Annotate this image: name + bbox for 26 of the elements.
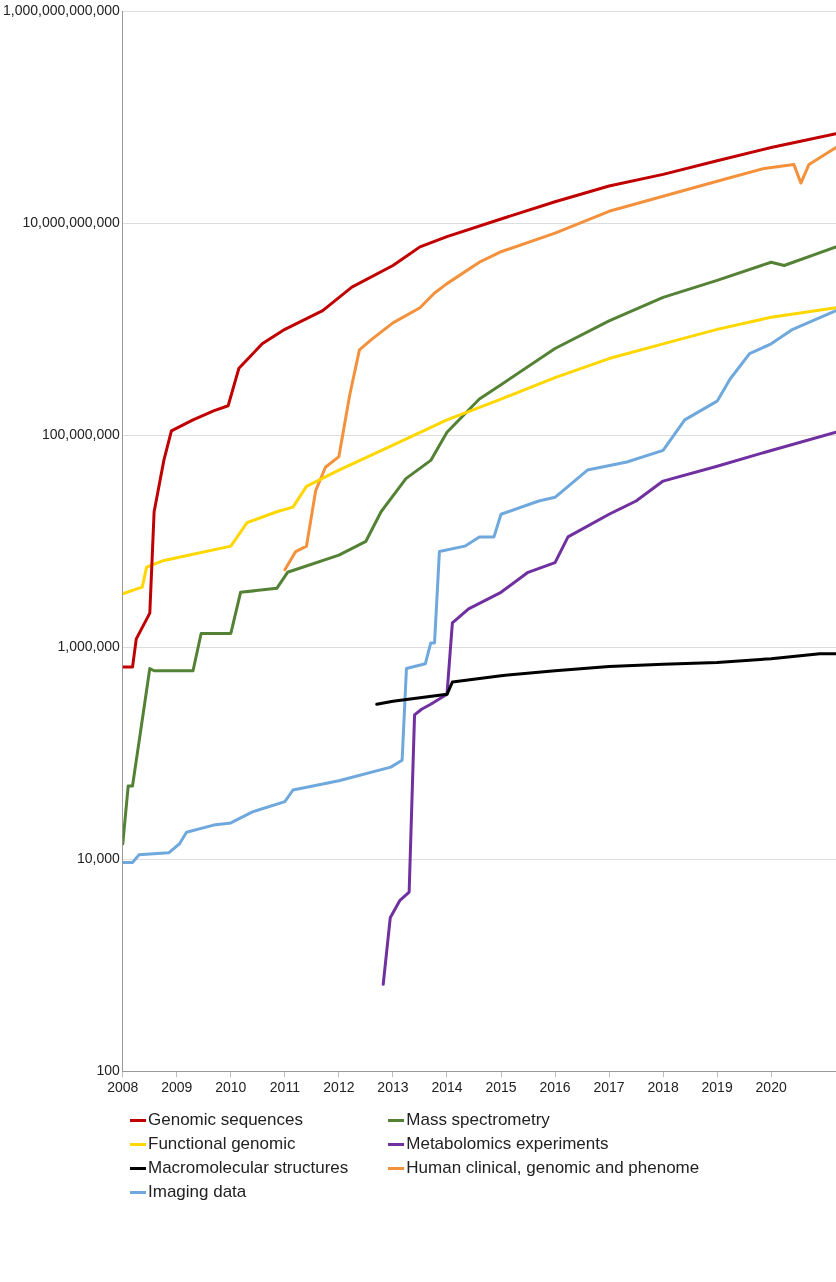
legend-label: Genomic sequences [148,1110,303,1130]
x-tick-label: 2012 [323,1079,355,1096]
x-tick-label: 2018 [647,1079,679,1096]
legend-label: Metabolomics experiments [406,1134,609,1154]
x-tick-label: 2010 [215,1079,247,1096]
y-tick-label: 1,000,000 [57,638,120,655]
y-tick-label: 10,000,000,000 [22,214,120,231]
legend-label: Imaging data [148,1182,247,1202]
x-tick-label: 2011 [269,1079,301,1096]
x-tick-label: 2014 [431,1079,463,1096]
x-tick-label: 2019 [701,1079,733,1096]
legend-label: Functional genomic [148,1134,296,1154]
x-tick-label: 2008 [107,1079,139,1096]
legend-label: Human clinical, genomic and phenome [406,1158,700,1178]
x-tick-label: 2016 [539,1079,571,1096]
y-tick-label: 10,000 [76,850,120,867]
x-tick-label: 2013 [377,1079,409,1096]
x-tick-label: 2020 [755,1079,787,1096]
x-tick-label: 2009 [161,1079,193,1096]
x-tick-label: 2017 [593,1079,625,1096]
legend-label: Mass spectrometry [406,1110,550,1130]
y-tick-label: 100 [96,1062,120,1079]
y-tick-label: 1,000,000,000,000 [3,2,120,19]
legend-label: Macromolecular structures [148,1158,349,1178]
y-tick-label: 100,000,000 [41,426,120,443]
x-tick-label: 2015 [485,1079,517,1096]
